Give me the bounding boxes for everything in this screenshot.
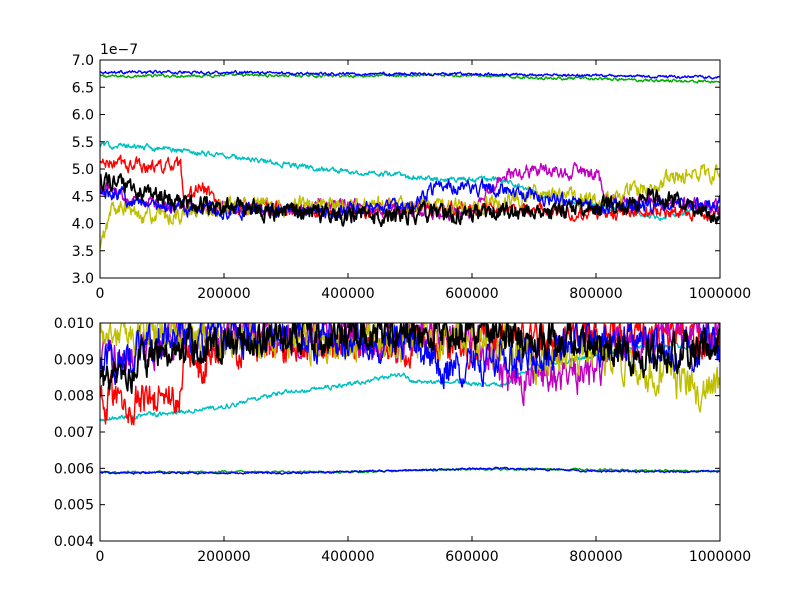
x-tick-label: 800000 [569,549,622,565]
x-tick-label: 600000 [445,549,498,565]
y-tick-label: 7.0 [72,53,94,69]
series-line-1 [100,69,720,80]
y-tick-label: 0.010 [54,316,94,332]
series-line-7 [100,323,720,394]
x-tick-label: 200000 [197,549,250,565]
y-tick-label: 0.009 [54,352,94,368]
series-line-7 [100,172,720,228]
y-tick-label: 3.0 [72,271,94,287]
x-tick-label: 600000 [445,286,498,302]
bottom-plot: 0 200000 400000 600000 800000 1000000 0.004 0.0… [54,316,751,565]
y-tick-label: 3.5 [72,244,94,260]
y-tick-label: 4.5 [72,189,94,205]
x-tick-label: 0 [96,549,105,565]
y-tick-label: 0.005 [54,498,94,514]
y-tick-label: 4.0 [72,217,94,233]
x-tick-label: 200000 [197,286,250,302]
y-offset-label: 1e−7 [100,42,138,58]
y-tick-label: 5.0 [72,162,94,178]
y-tick-label: 0.006 [54,461,94,477]
x-tick-label: 1000000 [689,549,751,565]
top-plot: 0 200000 400000 600000 800000 1000000 3.0 3.5 4.… [72,42,751,302]
y-tick-label: 6.0 [72,108,94,124]
x-tick-label: 1000000 [689,286,751,302]
series-group [100,69,720,249]
y-tick-label: 0.004 [54,534,94,550]
x-tick-label: 0 [96,286,105,302]
x-tick-label: 800000 [569,286,622,302]
y-tick-label: 5.5 [72,135,94,151]
series-line-1 [100,466,720,475]
x-tick-label: 400000 [321,549,374,565]
y-tick-label: 0.007 [54,425,94,441]
x-tick-label: 400000 [321,286,374,302]
series-line-3 [100,154,720,222]
y-tick-label: 0.008 [54,389,94,405]
y-tick-label: 6.5 [72,80,94,96]
